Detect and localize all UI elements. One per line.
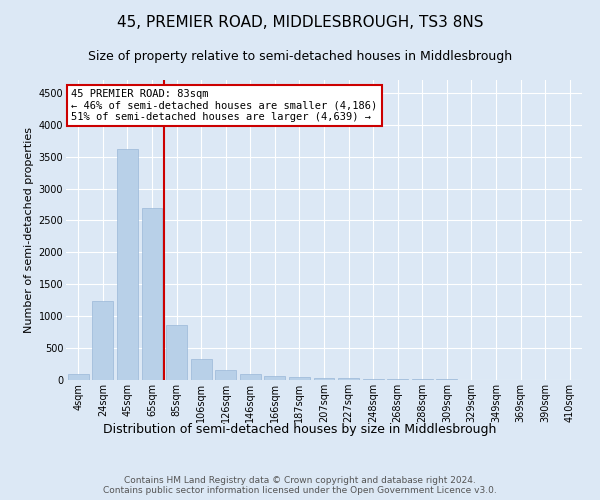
Bar bbox=[362, 378, 383, 380]
Bar bbox=[68, 374, 89, 380]
Text: Size of property relative to semi-detached houses in Middlesbrough: Size of property relative to semi-detach… bbox=[88, 50, 512, 63]
Text: Distribution of semi-detached houses by size in Middlesbrough: Distribution of semi-detached houses by … bbox=[103, 422, 497, 436]
Bar bbox=[92, 301, 113, 380]
Bar bbox=[265, 376, 286, 380]
Bar bbox=[117, 149, 138, 380]
Bar bbox=[215, 370, 236, 380]
Bar bbox=[142, 208, 163, 380]
Bar bbox=[387, 379, 408, 380]
Bar bbox=[338, 378, 359, 380]
Bar bbox=[166, 325, 187, 380]
Bar bbox=[289, 377, 310, 380]
Text: 45 PREMIER ROAD: 83sqm
← 46% of semi-detached houses are smaller (4,186)
51% of : 45 PREMIER ROAD: 83sqm ← 46% of semi-det… bbox=[71, 89, 377, 122]
Y-axis label: Number of semi-detached properties: Number of semi-detached properties bbox=[25, 127, 34, 333]
Bar bbox=[191, 359, 212, 380]
Bar bbox=[314, 378, 334, 380]
Text: Contains HM Land Registry data © Crown copyright and database right 2024.
Contai: Contains HM Land Registry data © Crown c… bbox=[103, 476, 497, 495]
Text: 45, PREMIER ROAD, MIDDLESBROUGH, TS3 8NS: 45, PREMIER ROAD, MIDDLESBROUGH, TS3 8NS bbox=[117, 15, 483, 30]
Bar bbox=[240, 374, 261, 380]
